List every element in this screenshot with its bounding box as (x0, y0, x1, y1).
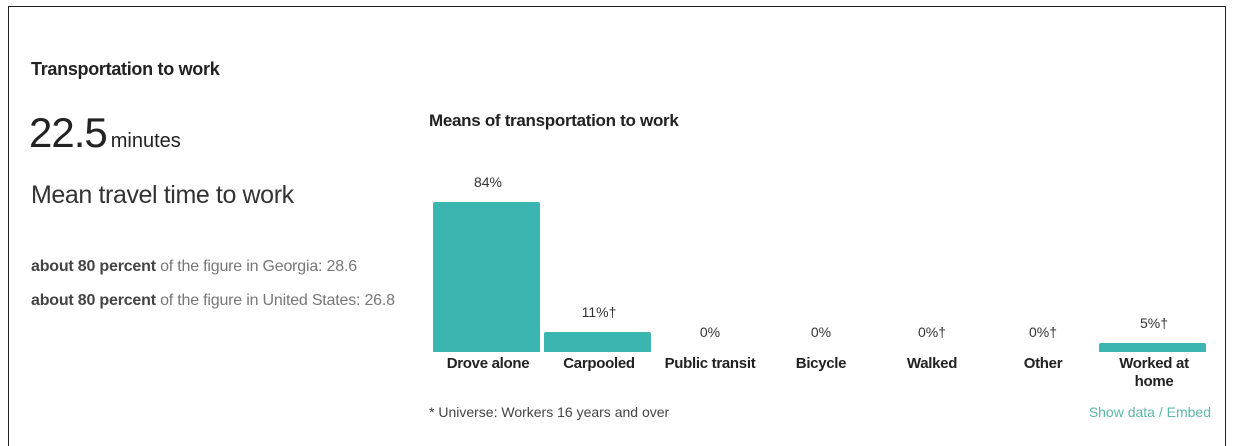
comparison-text: of the figure in Georgia: 28.6 (160, 258, 357, 275)
emphasis: about 80 percent (31, 292, 156, 309)
category-label: Drove alone (446, 355, 530, 372)
section-title: Transportation to work (31, 59, 220, 79)
value-label: 0% (699, 324, 721, 340)
category-label: Worked at home (1119, 355, 1189, 390)
stat-value: 22.5 (29, 109, 108, 156)
comparison-text: of the figure in United States: 26.8 (160, 292, 395, 309)
card: Transportation to work 22.5 minutes Mean … (8, 6, 1226, 446)
value-label: 0%† (1028, 324, 1058, 340)
category-label: Bicycle (795, 355, 847, 372)
emphasis: about 80 percent (31, 258, 156, 275)
value-label: 0%† (917, 324, 947, 340)
value-label: 5%† (1139, 315, 1169, 332)
category-label: Other (1023, 355, 1063, 372)
column: 0%† Other (988, 157, 1098, 397)
column: 0% Bicycle (766, 157, 876, 397)
stat: 22.5 minutes (29, 109, 181, 157)
footnote: * Universe: Workers 16 years and over (429, 404, 670, 420)
chart: 84% Drove alone 11%† Carpooled 0% Public tran… (433, 157, 1210, 397)
bar (544, 332, 651, 352)
category-label: Carpooled (563, 355, 635, 372)
value-label: 11%† (581, 304, 617, 321)
category-label: Walked (906, 355, 958, 372)
column: 0%† Walked (877, 157, 987, 397)
comparison: about 80 percent of the figure in United… (31, 285, 411, 317)
column: 11%† Carpooled (544, 157, 654, 397)
bar (433, 202, 540, 352)
value-label: 84% (473, 174, 503, 190)
show-data-link[interactable]: Show data / Embed (1088, 404, 1211, 420)
stat-unit: minutes (110, 130, 181, 152)
column: 84% Drove alone (433, 157, 543, 397)
comparison: about 80 percent of the figure in Georgi… (31, 251, 411, 283)
column: 0% Public transit (655, 157, 765, 397)
stat-label: Mean travel time to work (31, 181, 294, 209)
column: 5%† Worked at home (1099, 157, 1209, 397)
category-label: Public transit (664, 355, 756, 372)
value-label: 0% (810, 324, 832, 340)
chart-title: Means of transportation to work (429, 111, 679, 130)
bar (1099, 343, 1206, 352)
